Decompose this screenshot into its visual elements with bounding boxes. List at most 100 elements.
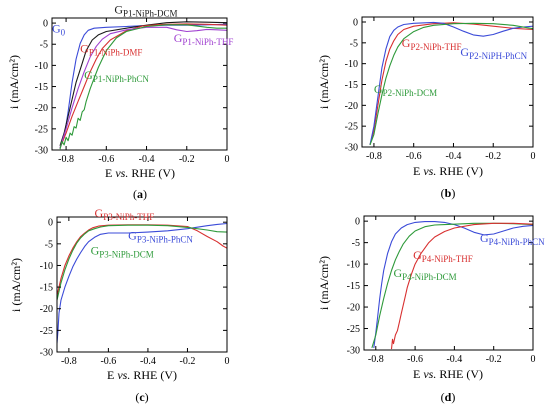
plot-frame — [363, 215, 534, 351]
x-tick-label: -0.4 — [139, 154, 155, 165]
x-tick-label: -0.8 — [61, 356, 77, 367]
x-tick-label: -0.2 — [179, 154, 195, 165]
series-annotation: GP4-NiPh-PhCN — [480, 231, 545, 247]
series-line-GP3-NiPh-THF — [57, 224, 227, 296]
y-tick-label: -20 — [40, 304, 53, 315]
y-tick-label: -10 — [345, 59, 358, 70]
series-annotation: G0 — [52, 21, 66, 37]
series-annotation: GP1-NiPh-PhCN — [84, 68, 149, 84]
y-tick-label: -30 — [40, 348, 53, 359]
x-tick-label: -0.8 — [58, 154, 74, 165]
plot-frame — [361, 16, 534, 148]
x-tick-label: -0.2 — [485, 151, 501, 162]
x-axis-label: E vs. RHE (V) — [105, 166, 175, 180]
series-annotation: GP2-NiPh-DCM — [374, 82, 437, 98]
x-axis-label: E vs. RHE (V) — [107, 368, 177, 382]
y-tick-label: -25 — [40, 326, 53, 337]
y-tick-label: -30 — [35, 146, 48, 157]
x-tick-label: -0.2 — [180, 356, 196, 367]
y-tick-label: -15 — [35, 82, 48, 93]
series-line-GP2-NiPh-THF — [369, 22, 533, 146]
panel-a: -0.8 -0.6 -0.4 -0.2 0 0 -5 -10 -15 -20 -25 -30 E vs.… — [7, 2, 233, 201]
series-annotation: GP3-NiPh-PhCN — [128, 229, 193, 245]
series-annotation: GP3-NiPh-DCM — [91, 244, 154, 260]
y-axis-label: i (mA/cm²) — [9, 258, 23, 312]
x-tick-label: -0.4 — [446, 151, 462, 162]
y-axis-label: i (mA/cm²) — [317, 55, 331, 109]
series-line-GP2-NiPH-PhCN — [369, 21, 533, 146]
x-tick-label: -0.8 — [368, 354, 384, 365]
series-annotation: GP3-NiPh-THF — [95, 206, 155, 222]
x-axis-label: E vs. RHE (V) — [413, 164, 483, 178]
y-tick-label: -15 — [40, 283, 53, 294]
x-tick-label: -0.6 — [407, 354, 423, 365]
y-tick-label: 0 — [353, 18, 358, 29]
panel-c: -0.8 -0.6 -0.4 -0.2 0 0 -5 -10 -15 -20 -25 -30 E vs.… — [9, 206, 230, 404]
series-annotation: GP4-NiPh-THF — [413, 248, 473, 264]
series-annotation: GP1-NiPh-DMF — [80, 42, 142, 58]
x-tick-label: -0.6 — [406, 151, 422, 162]
x-tick-label: -0.4 — [446, 354, 462, 365]
y-tick-label: -30 — [347, 346, 360, 357]
x-tick-label: 0 — [225, 356, 230, 367]
series-line-GP4-NiPh-THF — [390, 222, 533, 350]
y-tick-label: 0 — [355, 217, 360, 228]
series-annotation: GP1-NiPh-THF — [174, 31, 234, 47]
y-tick-label: -5 — [45, 239, 53, 250]
x-tick-label: -0.2 — [486, 354, 502, 365]
series-line-GP4-NiPh-DCM — [371, 222, 533, 349]
x-axis-label: E vs. RHE (V) — [413, 367, 483, 381]
x-tick-label: -0.6 — [98, 154, 114, 165]
y-tick-label: 0 — [43, 19, 48, 30]
series-line-GP1-NiPh-DMF — [59, 23, 227, 149]
x-tick-label: -0.6 — [100, 356, 116, 367]
series-line-GP1-NiPh-THF — [59, 26, 227, 149]
panel-label: (a) — [133, 187, 147, 201]
series-group — [369, 21, 533, 146]
x-tick-label: 0 — [531, 354, 536, 365]
series-annotation: GP2-NiPH-PhCN — [460, 45, 527, 61]
x-tick-label: -0.8 — [366, 151, 382, 162]
series-line-GP3-NiPh-DCM — [57, 224, 227, 301]
series-line-GP1-NiPh-DCM — [59, 21, 227, 146]
y-tick-label: -15 — [345, 80, 358, 91]
y-tick-label: -15 — [347, 281, 360, 292]
y-tick-label: -5 — [40, 40, 48, 51]
panel-d: -0.8 -0.6 -0.4 -0.2 0 0 -5 -10 -15 -20 -25 -30 E vs.… — [317, 215, 545, 404]
panel-label: (b) — [441, 186, 456, 200]
y-axis-label: i (mA/cm²) — [317, 256, 331, 310]
plot-frame — [51, 17, 228, 151]
y-tick-label: -25 — [345, 122, 358, 133]
y-tick-label: -20 — [35, 103, 48, 114]
x-tick-label: 0 — [531, 151, 536, 162]
panel-label: (c) — [135, 390, 148, 404]
y-tick-label: -10 — [347, 260, 360, 271]
y-tick-label: -10 — [35, 61, 48, 72]
panel-b: -0.8 -0.6 -0.4 -0.2 0 0 -5 -10 -15 -20 -25 -30 E vs.… — [317, 16, 536, 200]
y-tick-label: -25 — [347, 324, 360, 335]
x-tick-label: 0 — [225, 154, 230, 165]
series-group — [59, 21, 227, 150]
series-group — [57, 222, 227, 344]
series-line-GP3-NiPh-PhCN — [57, 222, 227, 344]
y-tick-label: -25 — [35, 124, 48, 135]
y-tick-label: -5 — [352, 238, 360, 249]
series-group — [371, 221, 533, 350]
y-tick-label: -5 — [350, 38, 358, 49]
y-tick-label: -10 — [40, 261, 53, 272]
y-tick-label: 0 — [48, 218, 53, 229]
panel-label: (d) — [441, 390, 456, 404]
y-tick-label: -20 — [345, 101, 358, 112]
y-tick-label: -30 — [345, 143, 358, 154]
series-annotation: GP4-NiPh-DCM — [393, 266, 456, 282]
series-annotation: GP2-NiPh-THF — [402, 36, 462, 52]
series-line-GP4-NiPh-PhCN — [373, 221, 533, 348]
y-tick-label: -20 — [347, 303, 360, 314]
series-line-GP1-NiPh-PhCN — [59, 24, 227, 150]
plot-frame — [56, 216, 228, 353]
y-axis-label: i (mA/cm²) — [7, 55, 21, 109]
x-tick-label: -0.4 — [140, 356, 156, 367]
series-annotation: GP1-NiPh-DCM — [114, 2, 177, 18]
series-line-GP2-NiPh-DCM — [369, 22, 533, 146]
